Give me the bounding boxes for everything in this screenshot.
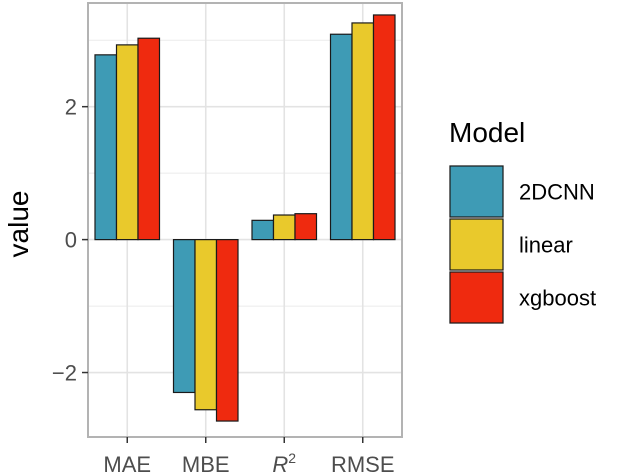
x-tick-label: RMSE xyxy=(331,452,395,476)
bar-2DCNN-MAE xyxy=(94,54,118,241)
plot-area xyxy=(87,2,403,438)
legend-swatch-2DCNN xyxy=(449,165,504,218)
legend-label-linear: linear xyxy=(519,233,573,258)
legend-title: Model xyxy=(449,117,525,148)
bar-xgboost-MAE xyxy=(137,37,161,241)
x-tick-label: MBE xyxy=(182,452,230,476)
x-tick-label: MAE xyxy=(103,452,151,476)
x-axis: MAE MBE R2 RMSE xyxy=(103,437,395,476)
y-tick-label: 0 xyxy=(65,228,77,253)
bar-2DCNN-RMSE xyxy=(329,33,353,241)
x-tick-label: R2 xyxy=(272,450,296,476)
bar-2DCNN-R2 xyxy=(251,219,275,241)
legend: Model 2DCNN linear xgboost xyxy=(449,117,596,324)
legend-swatch-linear xyxy=(449,218,504,271)
y-tick-label: −2 xyxy=(52,361,77,386)
bar-linear-R2 xyxy=(272,214,296,241)
bar-xgboost-RMSE xyxy=(372,14,396,241)
panel-border xyxy=(87,2,403,438)
bar-xgboost-MBE xyxy=(215,239,239,422)
y-axis-title: value xyxy=(3,191,34,258)
bar-xgboost-R2 xyxy=(294,213,318,241)
legend-label-2DCNN: 2DCNN xyxy=(519,180,595,205)
legend-swatch-xgboost xyxy=(449,271,504,324)
bar-2DCNN-MBE xyxy=(172,239,196,394)
legend-label-xgboost: xgboost xyxy=(519,286,596,311)
y-tick-label: 2 xyxy=(65,95,77,120)
bar-linear-RMSE xyxy=(351,22,375,241)
y-axis: −2 0 2 xyxy=(52,95,88,386)
bar-linear-MAE xyxy=(115,44,139,241)
bar-linear-MBE xyxy=(194,239,218,411)
